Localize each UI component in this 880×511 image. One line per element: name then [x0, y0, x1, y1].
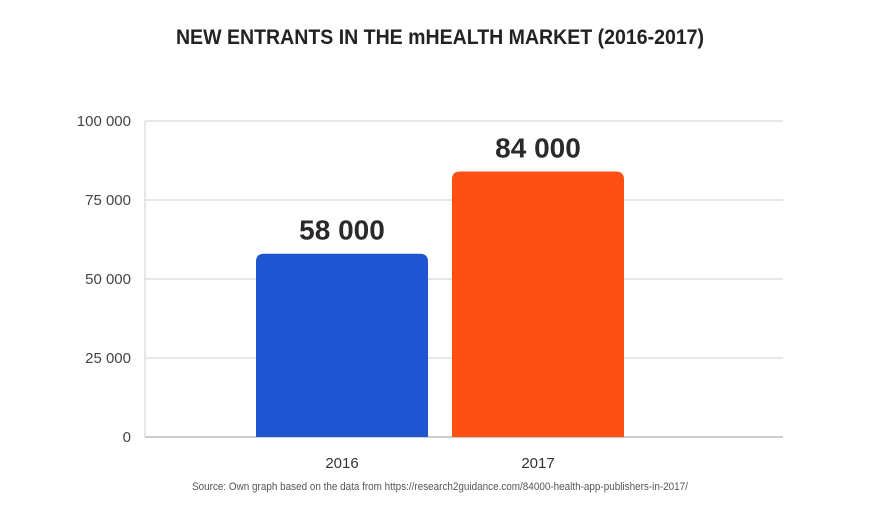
bar-2017: [452, 171, 624, 437]
x-tick-label-2017: 2017: [521, 455, 554, 472]
y-tick-label: 100 000: [77, 113, 131, 130]
chart-title: NEW ENTRANTS IN THE mHEALTH MARKET (2016…: [175, 26, 705, 49]
y-tick-label: 75 000: [85, 192, 131, 209]
bar-2016: [256, 253, 428, 437]
data-labels: 58 000 84 000: [299, 133, 581, 246]
source-note: Source: Own graph based on the data from…: [192, 481, 688, 493]
y-tick-label: 50 000: [85, 271, 131, 288]
data-label-2016: 58 000: [299, 215, 385, 246]
y-axis-ticks: 0 25 000 50 000 75 000 100 000: [77, 113, 131, 446]
y-tick-label: 25 000: [85, 350, 131, 367]
data-label-2017: 84 000: [495, 133, 581, 164]
x-tick-label-2016: 2016: [325, 455, 358, 472]
bars: [256, 171, 624, 437]
y-tick-label: 0: [123, 429, 131, 446]
x-axis-ticks: 2016 2017: [325, 455, 554, 472]
